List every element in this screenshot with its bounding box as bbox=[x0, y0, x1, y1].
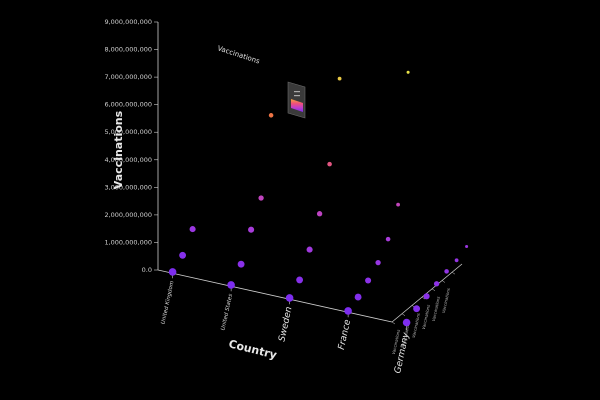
data-point bbox=[444, 269, 449, 274]
legend-row-marker bbox=[294, 95, 300, 97]
data-points bbox=[168, 70, 469, 327]
data-point bbox=[268, 113, 274, 118]
data-point bbox=[337, 76, 342, 81]
z-tick-label: Vaccinations bbox=[441, 288, 451, 314]
y-tick-label: 6,000,000,000 bbox=[104, 101, 152, 109]
data-point bbox=[344, 307, 352, 315]
y-tick-label: 4,000,000,000 bbox=[104, 156, 152, 164]
data-point bbox=[413, 305, 421, 313]
y-tick-label: 0.0 bbox=[142, 266, 152, 274]
z-tick-mark bbox=[421, 296, 426, 300]
y-tick-label: 3,000,000,000 bbox=[104, 183, 152, 191]
z-tick-mark bbox=[451, 271, 456, 275]
data-point bbox=[227, 281, 235, 289]
y-tick-label: 8,000,000,000 bbox=[104, 46, 152, 54]
data-point bbox=[327, 161, 332, 167]
data-point bbox=[396, 202, 400, 207]
data-point bbox=[296, 276, 304, 284]
data-point bbox=[248, 226, 255, 233]
data-point bbox=[375, 259, 381, 266]
legend-row-marker bbox=[294, 91, 300, 93]
z-tick-mark bbox=[441, 280, 446, 283]
x-axis-title: Country bbox=[227, 337, 278, 362]
z-tick-label: Vaccinations bbox=[411, 313, 421, 339]
z-tick-label: Vaccinations bbox=[431, 296, 441, 322]
data-point bbox=[168, 268, 177, 276]
colorbar-swatch bbox=[291, 99, 303, 112]
y-tick-label: 9,000,000,000 bbox=[104, 18, 152, 26]
y-tick-label: 7,000,000,000 bbox=[104, 73, 152, 81]
z-tick-mark bbox=[431, 288, 436, 292]
y-tick-label: 5,000,000,000 bbox=[104, 128, 152, 136]
colorbar-legend bbox=[287, 81, 306, 119]
z-axis-line bbox=[391, 263, 463, 323]
data-point bbox=[316, 211, 323, 217]
data-point bbox=[179, 251, 187, 259]
chart-title: Vaccinations bbox=[216, 44, 261, 65]
data-point bbox=[423, 293, 430, 300]
legend-box bbox=[287, 81, 306, 119]
x-tick-label: United Kingdom bbox=[161, 280, 176, 324]
y-tick-label: 1,000,000,000 bbox=[104, 238, 152, 246]
data-point bbox=[402, 318, 411, 327]
data-point bbox=[189, 226, 196, 233]
axes bbox=[157, 22, 463, 323]
z-ticks: Vaccinations Vaccinations Vaccinations Vacc… bbox=[391, 271, 456, 355]
data-point bbox=[306, 246, 313, 253]
x-ticks: United Kingdom United States Sweden France G… bbox=[161, 273, 412, 374]
x-axis-line bbox=[157, 269, 393, 323]
z-tick-label: Vaccinations bbox=[391, 329, 401, 355]
x-tick-label: United States bbox=[220, 293, 234, 331]
y-ticks: 0.0 1,000,000,000 2,000,000,000 3,000,000,0… bbox=[104, 18, 158, 274]
z-tick-mark bbox=[391, 321, 396, 325]
data-point bbox=[465, 244, 469, 249]
y-axis-title: Vaccinations bbox=[112, 110, 125, 189]
y-tick-label: 2,000,000,000 bbox=[104, 211, 152, 219]
data-point bbox=[237, 260, 245, 268]
data-point bbox=[258, 195, 264, 201]
z-tick-mark bbox=[401, 313, 406, 316]
data-point bbox=[354, 293, 362, 301]
data-point bbox=[433, 281, 440, 287]
data-point bbox=[385, 236, 391, 242]
data-point bbox=[285, 294, 294, 302]
x-tick-label: France bbox=[337, 318, 353, 350]
z-tick-label: Vaccinations bbox=[421, 304, 431, 330]
data-point bbox=[365, 277, 372, 284]
data-point bbox=[454, 258, 459, 263]
x-tick-label: Sweden bbox=[277, 306, 294, 343]
z-tick-label: Vaccinations bbox=[401, 321, 411, 347]
data-point bbox=[406, 70, 410, 74]
